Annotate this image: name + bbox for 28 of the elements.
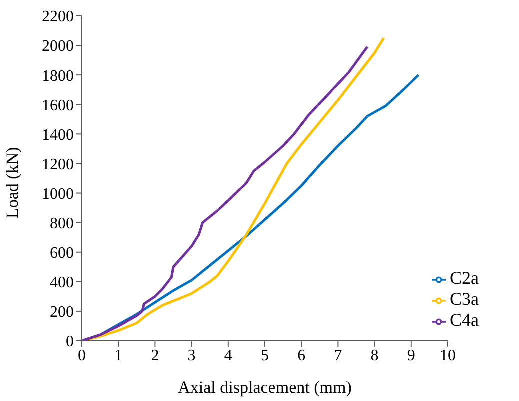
x-tick-label: 1 [114,347,123,364]
y-tick-label: 800 [50,216,74,232]
y-tick-label: 2000 [42,38,74,56]
x-tick-label: 7 [334,347,342,364]
y-tick-label: 1000 [42,186,74,203]
legend-label: C4a [450,310,479,330]
y-tick-label: 400 [50,274,74,292]
x-tick-label: 9 [407,347,416,364]
y-tick-label: 1800 [42,68,74,85]
x-tick-label: 2 [151,347,160,364]
y-tick-label: 200 [50,304,74,322]
y-tick-label: 0 [66,334,74,351]
y-axis-title: Load (kN) [3,147,22,218]
x-axis-title: Axial displacement (mm) [178,378,352,398]
y-tick-label: 1600 [42,97,74,114]
y-tick-label: 600 [50,245,74,262]
y-tick-label: 1400 [42,126,74,144]
x-tick-label: 3 [188,347,196,364]
x-tick-label: 5 [261,347,269,364]
x-tick-label: 0 [78,347,86,364]
x-tick-label: 6 [298,347,306,364]
y-tick-label: 2200 [42,8,74,26]
x-tick-label: 10 [440,347,456,364]
x-tick-label: 8 [370,347,379,364]
x-tick-label: 4 [224,347,232,364]
y-tick-label: 1200 [42,156,74,174]
legend-label: C3a [450,289,479,309]
legend-label: C2a [450,268,479,288]
